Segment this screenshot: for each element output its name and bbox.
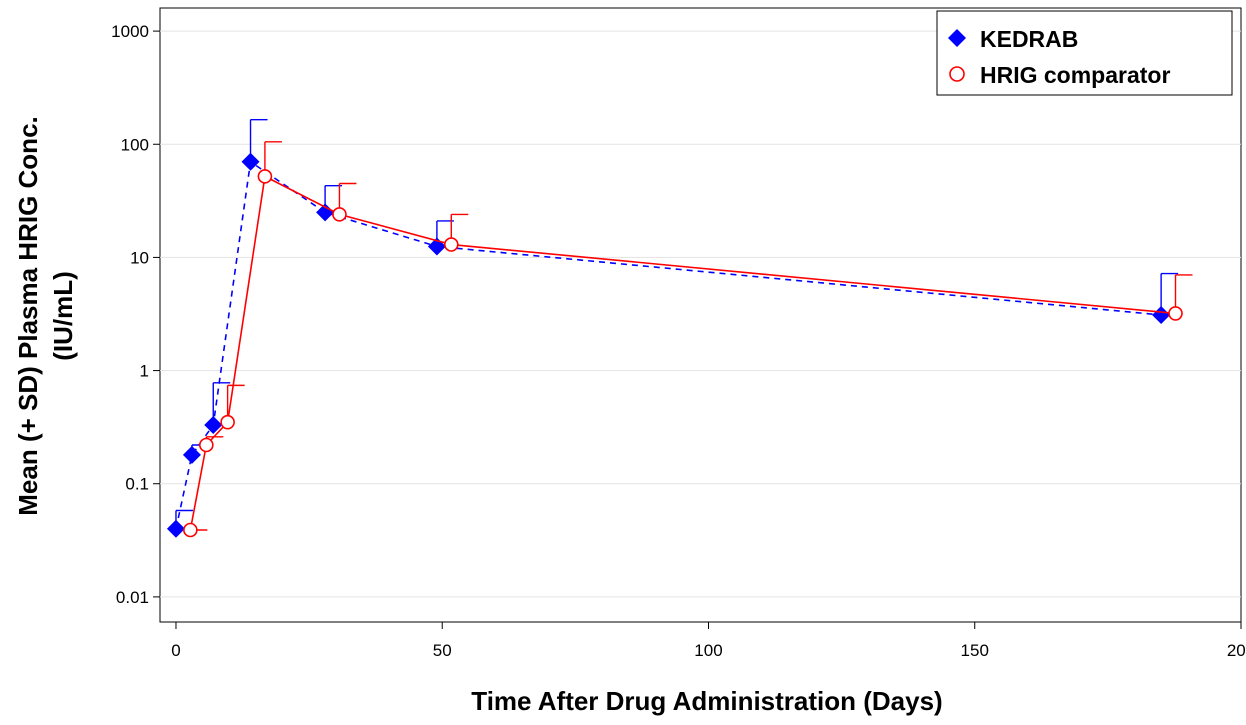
axes: 0.01 0.1 1 10 100 1000 0 50 100 150 200 — [111, 22, 1246, 660]
legend: KEDRAB HRIG comparator — [936, 10, 1233, 96]
series-hrig-comparator — [183, 141, 1193, 538]
x-tick-label: 0 — [171, 641, 180, 660]
y-axis-title-line1: Mean (+ SD) Plasma HRIG Conc. — [13, 116, 43, 515]
data-point-circle — [332, 207, 347, 222]
legend-label-kedrab: KEDRAB — [980, 26, 1078, 52]
series-layer — [166, 118, 1193, 538]
y-tick-label: 0.01 — [116, 588, 149, 607]
data-point-diamond — [204, 416, 223, 435]
data-point-circle — [443, 237, 459, 252]
data-point-diamond — [1152, 305, 1171, 324]
data-point-circle — [183, 522, 198, 538]
series-kedrab — [166, 118, 1179, 538]
x-tick-label: 200 — [1227, 641, 1246, 660]
data-point-circle — [199, 437, 214, 453]
data-point-circle — [257, 169, 273, 184]
legend-box — [936, 10, 1233, 96]
legend-diamond-marker — [948, 29, 966, 47]
gridlines — [160, 30, 1241, 598]
x-tick-label: 150 — [961, 641, 989, 660]
data-point-circle — [1168, 306, 1183, 321]
legend-label-hrig: HRIG comparator — [980, 62, 1170, 88]
data-point-diamond — [241, 152, 260, 171]
data-point-diamond — [316, 203, 335, 222]
y-tick-label: 0.1 — [125, 475, 149, 494]
y-tick-label: 10 — [130, 248, 149, 267]
data-point-circle — [220, 414, 235, 430]
data-point-diamond — [182, 445, 201, 464]
data-point-diamond — [166, 519, 185, 538]
plot-area — [159, 7, 1242, 623]
x-axis-title: Time After Drug Administration (Days) — [471, 686, 942, 716]
y-tick-label: 100 — [121, 135, 149, 154]
y-tick-label: 1 — [140, 362, 149, 381]
y-tick-label: 1000 — [111, 22, 149, 41]
legend-circle-marker — [949, 66, 965, 82]
x-tick-label: 50 — [433, 641, 452, 660]
y-axis-title-line2: (IU/mL) — [48, 271, 78, 361]
x-tick-label: 100 — [694, 641, 722, 660]
